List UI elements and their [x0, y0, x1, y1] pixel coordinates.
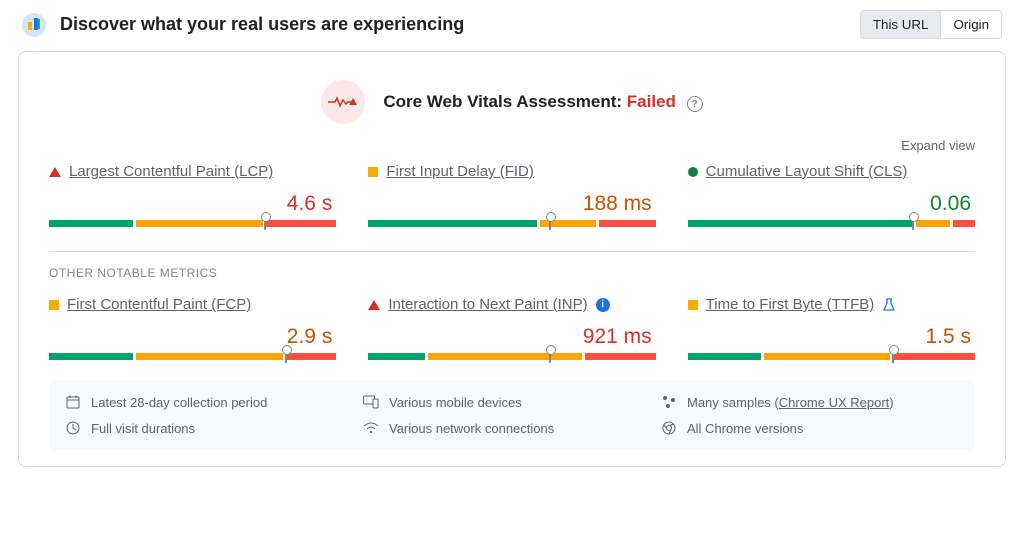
metric: Time to First Byte (TTFB) 1.5 s [688, 296, 975, 360]
threshold-pointer-icon [892, 350, 894, 363]
pulse-icon [321, 80, 365, 124]
assessment-status: Failed [627, 92, 676, 111]
scope-toggle: This URL Origin [860, 10, 1002, 39]
footer-network: Various network connections [363, 420, 661, 436]
footer-period: Latest 28-day collection period [65, 394, 363, 410]
metric-name-link[interactable]: First Contentful Paint (FCP) [67, 296, 251, 313]
header: Discover what your real users are experi… [0, 0, 1024, 49]
footer-versions: All Chrome versions [661, 420, 959, 436]
threshold-pointer-icon [549, 350, 551, 363]
footer-info: Latest 28-day collection period Various … [49, 380, 975, 450]
footer-durations: Full visit durations [65, 420, 363, 436]
metric-bar [688, 353, 975, 360]
clock-icon [65, 420, 81, 436]
metric-value: 0.06 [688, 192, 975, 216]
info-icon[interactable]: i [596, 298, 610, 312]
toggle-origin[interactable]: Origin [940, 11, 1001, 38]
metric: First Contentful Paint (FCP) 2.9 s [49, 296, 336, 360]
metric-value: 921 ms [368, 325, 655, 349]
metric-header: Time to First Byte (TTFB) [688, 296, 975, 313]
threshold-pointer-icon [285, 350, 287, 363]
toggle-this-url[interactable]: This URL [861, 11, 941, 38]
chrome-ux-report-link[interactable]: Chrome UX Report [779, 395, 890, 410]
metric-bar [368, 353, 655, 360]
expand-view-link[interactable]: Expand view [49, 138, 975, 153]
assessment-row: Core Web Vitals Assessment: Failed ? [49, 80, 975, 124]
metric-header: First Input Delay (FID) [368, 163, 655, 180]
calendar-icon [65, 394, 81, 410]
brand-icon [22, 13, 46, 37]
footer-devices: Various mobile devices [363, 394, 661, 410]
section-label: OTHER NOTABLE METRICS [49, 266, 975, 280]
threshold-pointer-icon [912, 217, 914, 230]
other-metrics-grid: First Contentful Paint (FCP) 2.9 s Inter… [49, 296, 975, 360]
metric-value: 2.9 s [49, 325, 336, 349]
metric-name-link[interactable]: Interaction to Next Paint (INP) [388, 296, 587, 313]
metric-header: Cumulative Layout Shift (CLS) [688, 163, 975, 180]
status-marker-icon [49, 167, 61, 177]
chrome-icon [661, 420, 677, 436]
status-marker-icon [368, 300, 380, 310]
status-marker-icon [688, 167, 698, 177]
metric-name-link[interactable]: Time to First Byte (TTFB) [706, 296, 875, 313]
metric-header: Largest Contentful Paint (LCP) [49, 163, 336, 180]
status-marker-icon [49, 300, 59, 310]
status-marker-icon [688, 300, 698, 310]
metric-bar [368, 220, 655, 227]
threshold-pointer-icon [264, 217, 266, 230]
metric-value: 188 ms [368, 192, 655, 216]
metric-name-link[interactable]: Cumulative Layout Shift (CLS) [706, 163, 908, 180]
metric-name-link[interactable]: Largest Contentful Paint (LCP) [69, 163, 273, 180]
metric-name-link[interactable]: First Input Delay (FID) [386, 163, 534, 180]
core-metrics-grid: Largest Contentful Paint (LCP) 4.6 s Fir… [49, 163, 975, 227]
metric: Cumulative Layout Shift (CLS) 0.06 [688, 163, 975, 227]
metric-bar [688, 220, 975, 227]
metric-value: 1.5 s [688, 325, 975, 349]
wifi-icon [363, 420, 379, 436]
assessment-text: Core Web Vitals Assessment: Failed ? [383, 92, 702, 113]
metric-bar [49, 353, 336, 360]
header-left: Discover what your real users are experi… [22, 13, 464, 37]
status-marker-icon [368, 167, 378, 177]
metric-header: First Contentful Paint (FCP) [49, 296, 336, 313]
metric-bar [49, 220, 336, 227]
metric: Largest Contentful Paint (LCP) 4.6 s [49, 163, 336, 227]
metric-value: 4.6 s [49, 192, 336, 216]
metric: Interaction to Next Paint (INP) i 921 ms [368, 296, 655, 360]
help-icon[interactable]: ? [687, 96, 703, 112]
metric: First Input Delay (FID) 188 ms [368, 163, 655, 227]
page-title: Discover what your real users are experi… [60, 14, 464, 35]
assessment-label: Core Web Vitals Assessment: [383, 92, 626, 111]
footer-samples: Many samples (Chrome UX Report) [661, 394, 959, 410]
samples-icon [661, 394, 677, 410]
main-card: Core Web Vitals Assessment: Failed ? Exp… [18, 51, 1006, 467]
threshold-pointer-icon [549, 217, 551, 230]
metric-header: Interaction to Next Paint (INP) i [368, 296, 655, 313]
divider [49, 251, 975, 252]
devices-icon [363, 394, 379, 410]
flask-icon [882, 298, 896, 312]
